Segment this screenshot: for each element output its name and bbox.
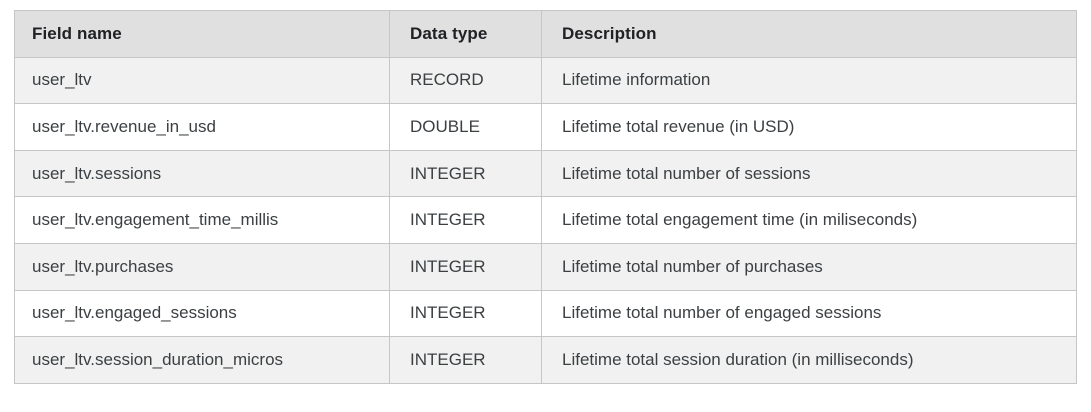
- table-row: user_ltv.session_duration_micros INTEGER…: [14, 336, 1077, 384]
- cell-data-type: INTEGER: [389, 336, 542, 384]
- cell-data-type: INTEGER: [389, 242, 542, 291]
- cell-field-name: user_ltv.engagement_time_millis: [14, 196, 390, 244]
- cell-description: Lifetime total session duration (in mill…: [541, 336, 1077, 384]
- cell-description: Lifetime total number of purchases: [541, 242, 1077, 291]
- cell-field-name: user_ltv.purchases: [14, 242, 390, 291]
- cell-description: Lifetime information: [541, 56, 1077, 105]
- table-row: user_ltv.revenue_in_usd DOUBLE Lifetime …: [14, 103, 1077, 151]
- column-header-field-name: Field name: [14, 10, 390, 58]
- cell-data-type: RECORD: [389, 56, 542, 105]
- cell-data-type: DOUBLE: [389, 103, 542, 151]
- cell-data-type: INTEGER: [389, 196, 542, 244]
- table-row: user_ltv.sessions INTEGER Lifetime total…: [14, 149, 1077, 198]
- table-row: user_ltv RECORD Lifetime information: [14, 56, 1077, 105]
- cell-field-name: user_ltv.revenue_in_usd: [14, 103, 390, 151]
- cell-data-type: INTEGER: [389, 289, 542, 338]
- cell-field-name: user_ltv.session_duration_micros: [14, 336, 390, 384]
- column-header-data-type: Data type: [389, 10, 542, 58]
- schema-table: Field name Data type Description user_lt…: [14, 10, 1077, 384]
- cell-description: Lifetime total revenue (in USD): [541, 103, 1077, 151]
- table-row: user_ltv.engaged_sessions INTEGER Lifeti…: [14, 289, 1077, 338]
- cell-data-type: INTEGER: [389, 149, 542, 198]
- cell-field-name: user_ltv.sessions: [14, 149, 390, 198]
- table-row: user_ltv.engagement_time_millis INTEGER …: [14, 196, 1077, 244]
- column-header-description: Description: [541, 10, 1077, 58]
- table-row: user_ltv.purchases INTEGER Lifetime tota…: [14, 242, 1077, 291]
- table-header-row: Field name Data type Description: [14, 10, 1077, 58]
- cell-description: Lifetime total engagement time (in milis…: [541, 196, 1077, 244]
- cell-field-name: user_ltv.engaged_sessions: [14, 289, 390, 338]
- cell-description: Lifetime total number of sessions: [541, 149, 1077, 198]
- cell-field-name: user_ltv: [14, 56, 390, 105]
- cell-description: Lifetime total number of engaged session…: [541, 289, 1077, 338]
